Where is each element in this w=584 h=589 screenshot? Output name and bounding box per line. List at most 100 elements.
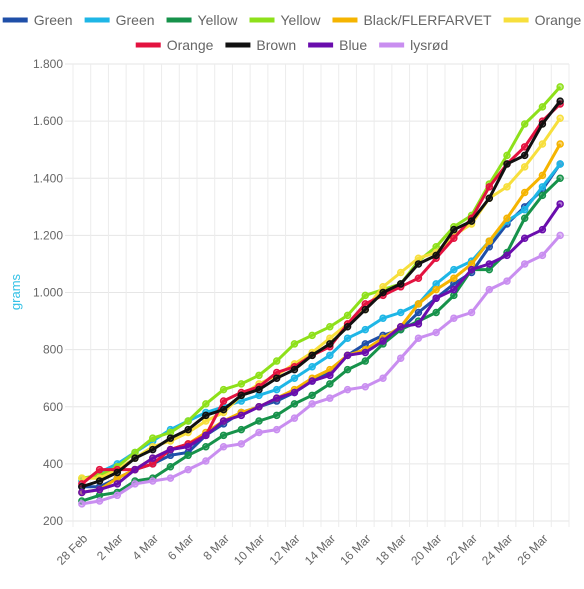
data-point[interactable] — [290, 388, 299, 397]
data-point[interactable] — [308, 377, 316, 385]
data-point[interactable] — [148, 434, 157, 442]
data-point[interactable] — [538, 140, 547, 148]
data-point[interactable] — [308, 400, 316, 408]
data-point[interactable] — [432, 251, 440, 260]
data-point[interactable] — [414, 274, 423, 282]
data-point[interactable] — [148, 477, 157, 485]
data-point[interactable] — [290, 340, 299, 348]
data-point[interactable] — [290, 400, 299, 408]
data-point[interactable] — [414, 334, 423, 342]
data-point[interactable] — [308, 391, 316, 400]
data-point[interactable] — [379, 374, 387, 382]
data-point[interactable] — [202, 400, 210, 408]
data-point[interactable] — [290, 365, 299, 374]
data-point[interactable] — [520, 260, 529, 268]
data-point[interactable] — [237, 425, 246, 434]
data-point[interactable] — [219, 442, 228, 451]
data-point[interactable] — [520, 143, 529, 151]
data-point[interactable] — [113, 491, 122, 500]
data-point[interactable] — [414, 300, 423, 308]
data-point[interactable] — [361, 357, 370, 365]
data-point[interactable] — [219, 431, 228, 440]
legend-item[interactable]: lysrød — [379, 37, 448, 53]
data-point[interactable] — [520, 151, 529, 160]
data-point[interactable] — [503, 251, 511, 260]
data-point[interactable] — [556, 140, 564, 148]
data-point[interactable] — [166, 434, 175, 442]
data-point[interactable] — [520, 234, 529, 242]
data-point[interactable] — [396, 323, 405, 331]
data-point[interactable] — [131, 480, 139, 488]
data-point[interactable] — [255, 403, 263, 411]
data-point[interactable] — [556, 174, 564, 182]
data-point[interactable] — [485, 183, 494, 191]
legend-item[interactable]: Orange — [503, 12, 582, 28]
data-point[interactable] — [113, 468, 122, 477]
data-point[interactable] — [272, 357, 281, 365]
legend-item[interactable]: Brown — [225, 37, 296, 53]
data-point[interactable] — [237, 380, 246, 388]
data-point[interactable] — [326, 380, 334, 388]
data-point[interactable] — [202, 431, 210, 440]
data-point[interactable] — [308, 351, 316, 360]
data-point[interactable] — [343, 351, 352, 360]
data-point[interactable] — [450, 285, 458, 294]
data-point[interactable] — [95, 477, 104, 485]
data-point[interactable] — [290, 374, 299, 382]
data-point[interactable] — [503, 151, 511, 160]
data-point[interactable] — [538, 225, 547, 234]
data-point[interactable] — [538, 183, 547, 191]
data-point[interactable] — [361, 305, 370, 314]
data-point[interactable] — [414, 320, 423, 328]
data-point[interactable] — [450, 265, 458, 274]
data-point[interactable] — [520, 163, 529, 171]
data-point[interactable] — [343, 385, 352, 394]
data-point[interactable] — [255, 385, 263, 394]
data-point[interactable] — [556, 114, 564, 123]
data-point[interactable] — [219, 397, 228, 405]
data-point[interactable] — [166, 462, 175, 471]
legend-item[interactable]: Green — [2, 12, 73, 28]
data-point[interactable] — [396, 354, 405, 362]
data-point[interactable] — [148, 454, 157, 462]
data-point[interactable] — [414, 260, 423, 268]
data-point[interactable] — [272, 385, 281, 394]
data-point[interactable] — [467, 308, 476, 317]
data-point[interactable] — [361, 291, 370, 300]
data-point[interactable] — [538, 171, 547, 180]
data-point[interactable] — [166, 474, 175, 482]
data-point[interactable] — [361, 383, 370, 391]
data-point[interactable] — [184, 442, 192, 451]
data-point[interactable] — [556, 83, 564, 91]
data-point[interactable] — [131, 454, 139, 462]
data-point[interactable] — [379, 314, 387, 322]
data-point[interactable] — [308, 363, 316, 371]
data-point[interactable] — [326, 371, 334, 380]
data-point[interactable] — [432, 285, 440, 294]
data-point[interactable] — [379, 288, 387, 297]
data-point[interactable] — [538, 120, 547, 128]
data-point[interactable] — [432, 294, 440, 302]
data-point[interactable] — [396, 280, 405, 288]
data-point[interactable] — [396, 308, 405, 317]
data-point[interactable] — [485, 285, 494, 294]
data-point[interactable] — [237, 391, 246, 400]
data-point[interactable] — [326, 340, 334, 348]
data-point[interactable] — [184, 425, 192, 434]
data-point[interactable] — [219, 405, 228, 414]
data-point[interactable] — [343, 323, 352, 331]
data-point[interactable] — [272, 394, 281, 402]
data-point[interactable] — [343, 311, 352, 320]
data-point[interactable] — [184, 417, 192, 425]
legend-item[interactable]: Yellow — [166, 12, 239, 28]
data-point[interactable] — [255, 371, 263, 380]
data-point[interactable] — [326, 394, 334, 402]
data-point[interactable] — [379, 337, 387, 345]
data-point[interactable] — [538, 251, 547, 260]
data-point[interactable] — [202, 411, 210, 420]
legend[interactable]: Green Green Yellow Yellow Black/FLERFARVET Or… — [2, 12, 582, 53]
data-point[interactable] — [556, 160, 564, 168]
data-point[interactable] — [432, 308, 440, 317]
data-point[interactable] — [556, 200, 564, 208]
data-point[interactable] — [237, 440, 246, 448]
